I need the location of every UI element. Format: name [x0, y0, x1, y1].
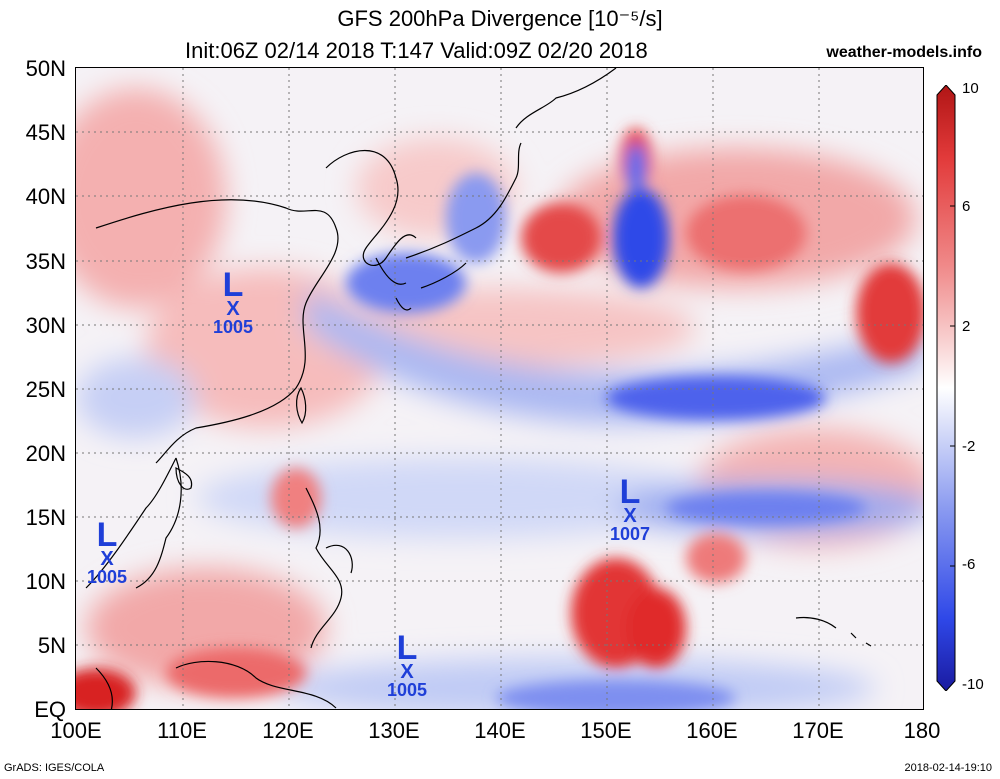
low-symbol: L	[619, 473, 641, 511]
lon-label: 150E	[580, 718, 632, 743]
lat-label: 40N	[25, 184, 66, 209]
lat-label: 45N	[25, 120, 66, 145]
lat-label: 5N	[37, 633, 66, 658]
low-center-mark: X	[623, 505, 637, 527]
software-credit: GrADS: IGES/COLA	[4, 762, 105, 774]
low-center-mark: X	[100, 548, 114, 570]
lon-label: 120E	[262, 718, 314, 743]
lat-label: 15N	[25, 505, 66, 530]
map-subtitle: Init:06Z 02/14 2018 T:147 Valid:09Z 02/2…	[185, 38, 648, 63]
low-pressure-marker: L X 1005	[203, 266, 263, 337]
lat-label: 50N	[25, 56, 66, 81]
low-pressure-marker: L X 1007	[600, 473, 660, 544]
colorbar	[936, 85, 956, 691]
low-center-mark: X	[400, 661, 414, 683]
lat-label: 25N	[25, 377, 66, 402]
low-pressure-marker: L X 1005	[77, 516, 137, 587]
lon-label: 130E	[368, 718, 420, 743]
lon-label: 110E	[157, 718, 207, 743]
low-symbol: L	[222, 266, 244, 304]
low-pressure-value: 1005	[212, 317, 254, 337]
low-pressure-value: 1005	[86, 567, 128, 587]
colorbar-tick: -6	[962, 556, 976, 573]
site-credit: weather-models.info	[826, 44, 982, 61]
low-pressure-marker: L X 1005	[377, 629, 437, 700]
colorbar-tick: -10	[962, 676, 984, 693]
low-center-mark: X	[226, 298, 240, 320]
lat-label: 30N	[25, 313, 66, 338]
generated-timestamp: 2018-02-14-19:10	[904, 762, 992, 774]
lon-label: 180	[903, 718, 941, 743]
lon-label: 160E	[686, 718, 738, 743]
lat-label: 35N	[25, 249, 66, 274]
low-pressure-value: 1005	[386, 680, 428, 700]
lat-label: 10N	[25, 569, 66, 594]
map-title: GFS 200hPa Divergence [10⁻⁵/s]	[337, 6, 663, 31]
lon-label: 170E	[792, 718, 844, 743]
colorbar-tick: 2	[962, 318, 971, 335]
low-symbol: L	[96, 516, 118, 554]
low-pressure-value: 1007	[609, 524, 651, 544]
colorbar-tick: 6	[962, 198, 971, 215]
divergence-field	[76, 68, 923, 709]
lon-label: 140E	[474, 718, 526, 743]
low-symbol: L	[396, 629, 418, 667]
lat-label: EQ	[34, 697, 66, 722]
colorbar-tick: 10	[962, 80, 979, 97]
lon-label: 100E	[50, 718, 102, 743]
colorbar-tick: -2	[962, 438, 976, 455]
divergence-map	[75, 67, 924, 710]
lat-label: 20N	[25, 441, 66, 466]
